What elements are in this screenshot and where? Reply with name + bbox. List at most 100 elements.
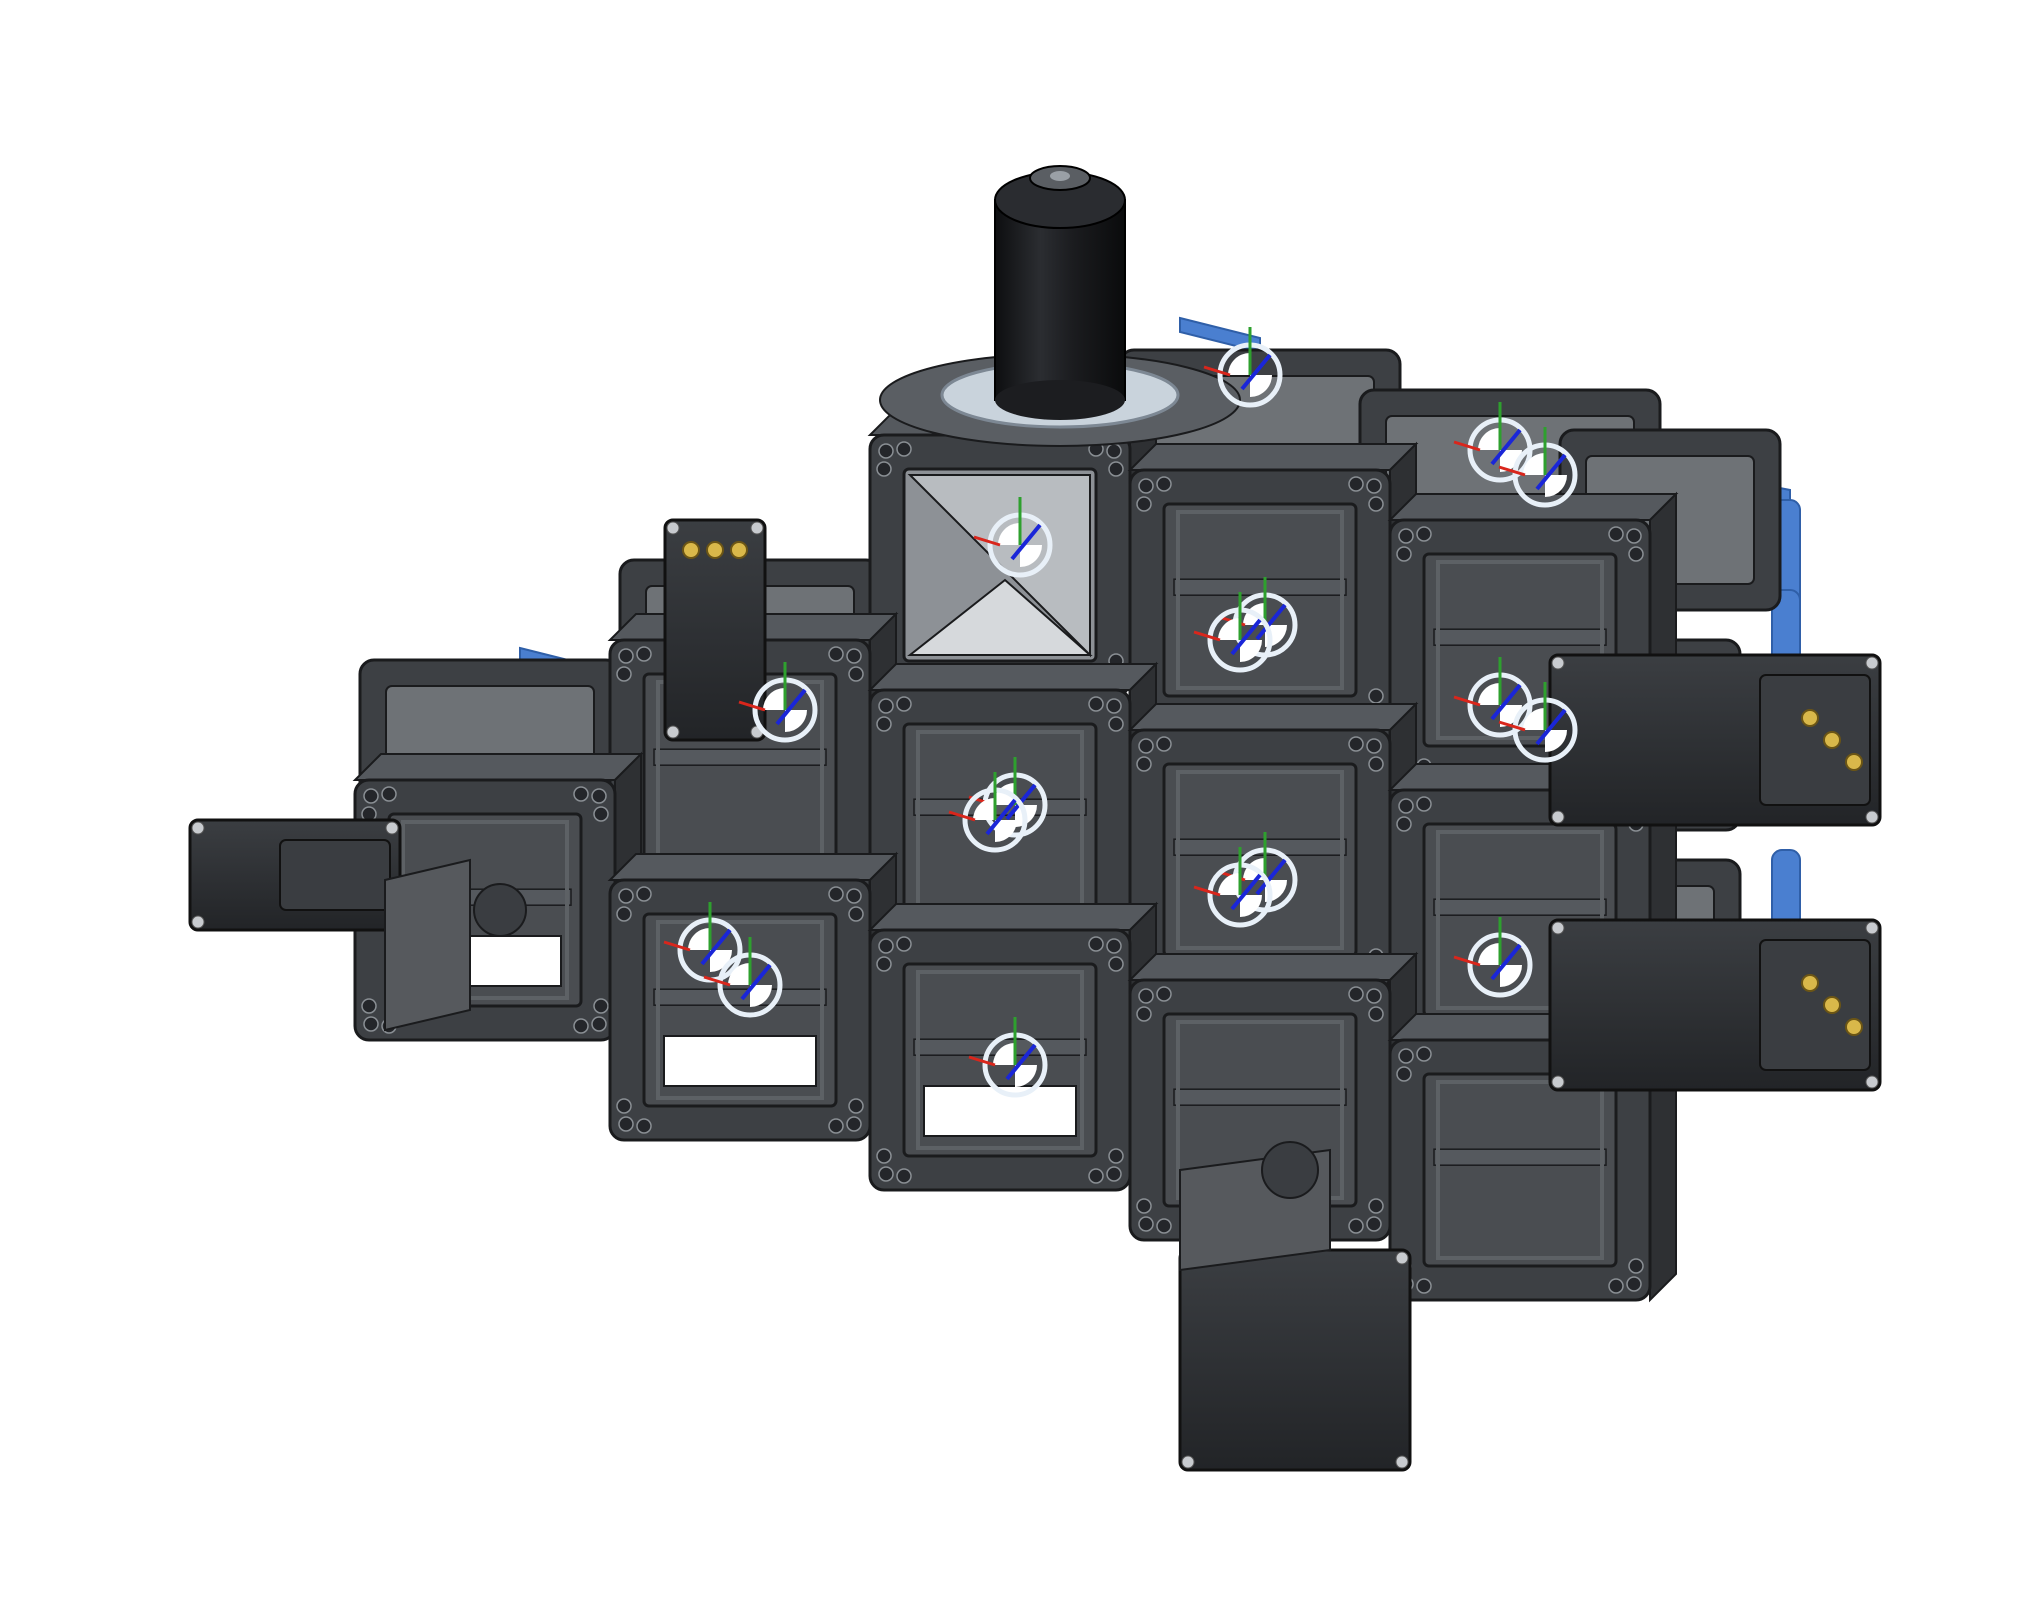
- cube-rail: [1173, 838, 1347, 856]
- mounted-parts: [188, 165, 1882, 1472]
- triad-quadrant: [1228, 353, 1250, 375]
- triad-axis-x: [968, 1055, 996, 1067]
- triad-axis-z: [1230, 873, 1262, 911]
- cube-r2c2: [1127, 701, 1419, 993]
- bolt-hole: [1138, 478, 1154, 494]
- bolt-hole: [1348, 1218, 1364, 1234]
- triad-axis-z: [1490, 428, 1522, 466]
- cube-top: [1127, 953, 1419, 981]
- bolt-hole: [1416, 1046, 1432, 1062]
- mate-connector-icon: [1498, 427, 1578, 508]
- bolt-hole: [846, 648, 862, 664]
- bolt-hole: [876, 956, 892, 972]
- bolt-hole: [828, 646, 844, 662]
- motor-endcap: [1759, 674, 1871, 806]
- triad-axis-x: [738, 700, 766, 712]
- bolt-hole: [1398, 798, 1414, 814]
- triad-axis-x: [1203, 365, 1231, 377]
- bolt-hole: [1398, 528, 1414, 544]
- connector-pin: [730, 541, 748, 559]
- triad-axis-x: [1453, 955, 1481, 967]
- triad-quadrant: [1478, 683, 1500, 705]
- triad-axis-z: [1535, 453, 1567, 491]
- triad-axis-z: [1490, 683, 1522, 721]
- cube-see-through: [923, 1085, 1077, 1137]
- triad-quadrant: [785, 710, 807, 732]
- motor-screw: [1395, 1251, 1409, 1265]
- bolt-hole: [1088, 696, 1104, 712]
- triad-quadrant: [1240, 640, 1262, 662]
- triad-axis-z: [1005, 1043, 1037, 1081]
- bolt-hole: [878, 938, 894, 954]
- bolt-hole: [1138, 738, 1154, 754]
- cube-rail: [1433, 628, 1607, 646]
- cube-inner-frame: [1436, 1080, 1604, 1260]
- bolt-hole: [1628, 1258, 1644, 1274]
- triad-axis-x: [1193, 885, 1221, 897]
- triad-axis-x: [948, 810, 976, 822]
- motor-screw: [1551, 810, 1565, 824]
- cube-top: [352, 753, 644, 781]
- cube-rail: [1173, 578, 1347, 596]
- triad-quadrant: [728, 963, 750, 985]
- lens-aperture-hole: [1050, 171, 1070, 181]
- bolt-hole: [1366, 478, 1382, 494]
- mate-connector-icon: [973, 497, 1053, 578]
- bolt-hole: [381, 786, 397, 802]
- motor-screw: [1865, 1075, 1879, 1089]
- bolt-hole: [1368, 1198, 1384, 1214]
- bolt-hole: [828, 1118, 844, 1134]
- cube-inner-frame: [656, 920, 824, 1100]
- triad-quadrant: [993, 783, 1015, 805]
- mate-connectors: [663, 327, 1578, 1098]
- cube-inner-frame: [916, 970, 1084, 1150]
- triad-quadrant: [1500, 450, 1522, 472]
- cube-top: [1127, 443, 1419, 471]
- bolt-hole: [1416, 1278, 1432, 1294]
- mate-connector-icon: [1193, 847, 1273, 928]
- bolt-hole: [618, 888, 634, 904]
- bolt-hole: [616, 1098, 632, 1114]
- bolt-hole: [363, 1016, 379, 1032]
- bolt-hole: [846, 1116, 862, 1132]
- bolt-hole: [1396, 816, 1412, 832]
- triad-quadrant: [1545, 730, 1567, 752]
- bolt-hole: [1628, 546, 1644, 562]
- triad-quadrant: [993, 1043, 1015, 1065]
- bolt-hole: [1608, 1278, 1624, 1294]
- motor-screw: [666, 521, 680, 535]
- triad-quadrant: [1478, 428, 1500, 450]
- stepper-motor-icon: [1548, 653, 1882, 827]
- bolt-hole: [1348, 476, 1364, 492]
- bolt-hole: [591, 788, 607, 804]
- mate-connector-icon: [1203, 327, 1283, 408]
- motor-endcap: [279, 839, 391, 911]
- bolt-hole: [1416, 526, 1432, 542]
- connector-pin: [1823, 731, 1841, 749]
- mate-connector-icon: [968, 1017, 1048, 1098]
- bolt-hole: [1156, 476, 1172, 492]
- bolt-hole: [573, 1018, 589, 1034]
- bolt-hole: [636, 886, 652, 902]
- bolt-hole: [848, 1098, 864, 1114]
- bolt-hole: [593, 806, 609, 822]
- bolt-hole: [591, 1016, 607, 1032]
- bolt-hole: [846, 888, 862, 904]
- bolt-hole: [1106, 698, 1122, 714]
- bolt-hole: [896, 441, 912, 457]
- bolt-hole: [1368, 756, 1384, 772]
- triad-quadrant: [998, 523, 1020, 545]
- triad-quadrant: [1218, 618, 1240, 640]
- triad-quadrant: [1015, 1065, 1037, 1087]
- motor-screw: [385, 821, 399, 835]
- bolt-hole: [363, 788, 379, 804]
- motor-screw: [1865, 921, 1879, 935]
- bolt-hole: [878, 698, 894, 714]
- bolt-hole: [896, 696, 912, 712]
- triad-axis-z: [740, 963, 772, 1001]
- cube-top: [607, 853, 899, 881]
- triad-quadrant: [973, 798, 995, 820]
- connector-pins-icon: [682, 541, 748, 559]
- cube-rail: [653, 988, 827, 1006]
